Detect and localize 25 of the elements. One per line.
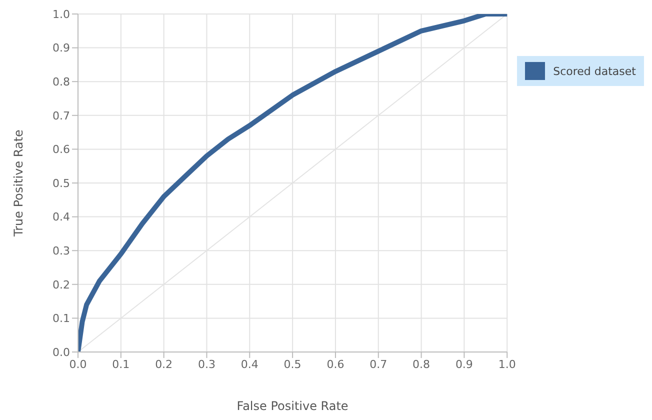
- y-tick-label: 0.3: [52, 244, 70, 258]
- y-tick-label: 0.5: [52, 176, 70, 190]
- x-tick-label: 0.4: [240, 358, 258, 371]
- y-tick-label: 0.8: [52, 76, 70, 89]
- y-tick-label: 0.0: [52, 346, 70, 359]
- y-tick-label: 0.9: [52, 42, 70, 55]
- x-tick-label: 0.5: [284, 358, 302, 371]
- x-tick-label: 0.2: [155, 358, 173, 371]
- x-tick-label: 0.0: [69, 358, 87, 371]
- y-axis-title: True Positive Rate: [11, 130, 26, 238]
- y-tick-label: 0.7: [52, 109, 70, 122]
- x-tick-label: 1.0: [498, 358, 516, 371]
- x-axis-title: False Positive Rate: [236, 399, 348, 413]
- x-tick-label: 0.1: [112, 358, 130, 371]
- x-tick-label: 0.8: [412, 358, 430, 371]
- y-tick-label: 1.0: [52, 8, 70, 21]
- y-tick-label: 0.1: [52, 312, 70, 326]
- y-tick-label: 0.4: [52, 210, 70, 224]
- x-tick-label: 0.3: [198, 358, 216, 371]
- y-tick-label: 0.6: [52, 143, 70, 156]
- x-tick-label: 0.9: [455, 358, 473, 371]
- legend-label: Scored dataset: [553, 64, 636, 78]
- x-tick-label: 0.6: [326, 358, 344, 371]
- x-tick-label: 0.7: [370, 358, 388, 371]
- y-tick-label: 0.2: [52, 278, 70, 292]
